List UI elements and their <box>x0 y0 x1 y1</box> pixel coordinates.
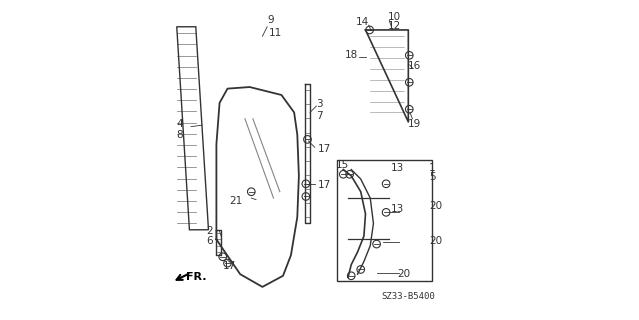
Bar <box>337 160 432 281</box>
Text: 14: 14 <box>356 17 369 27</box>
Text: 6: 6 <box>207 236 213 246</box>
Text: SZ33-B5400: SZ33-B5400 <box>381 292 435 301</box>
Text: 17: 17 <box>318 180 331 190</box>
Text: 3: 3 <box>316 100 323 109</box>
Text: 16: 16 <box>408 61 421 71</box>
Text: 18: 18 <box>344 50 358 60</box>
Text: 13: 13 <box>391 204 404 214</box>
Text: 7: 7 <box>316 111 323 121</box>
Text: 5: 5 <box>429 172 436 182</box>
Text: 4: 4 <box>176 118 183 129</box>
Text: 21: 21 <box>229 196 242 206</box>
Text: 20: 20 <box>429 201 442 211</box>
Text: 17: 17 <box>222 261 236 271</box>
Text: 20: 20 <box>397 269 410 279</box>
Text: 11: 11 <box>268 28 282 38</box>
Text: 19: 19 <box>408 118 421 129</box>
Text: 10: 10 <box>387 12 401 22</box>
Text: 9: 9 <box>267 15 273 25</box>
Text: 15: 15 <box>335 160 349 170</box>
Text: 17: 17 <box>318 144 331 154</box>
Text: 20: 20 <box>429 236 442 246</box>
Text: 1: 1 <box>429 163 436 173</box>
Text: 8: 8 <box>176 130 183 140</box>
Text: 13: 13 <box>391 163 404 173</box>
Text: 12: 12 <box>387 21 401 31</box>
Text: 2: 2 <box>207 226 213 236</box>
Text: FR.: FR. <box>186 272 207 282</box>
